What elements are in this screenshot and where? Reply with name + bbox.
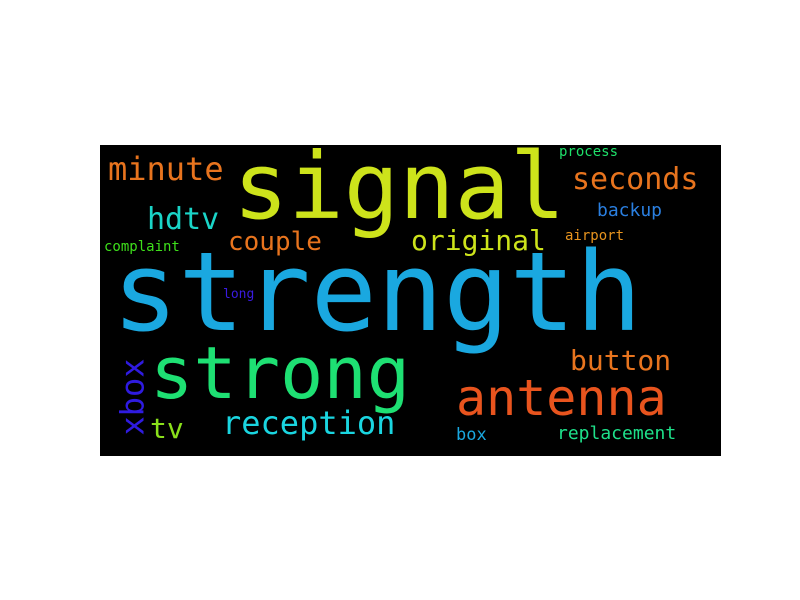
word-hdtv: hdtv — [147, 202, 220, 237]
word-complaint: complaint — [104, 239, 180, 255]
word-backup: backup — [597, 200, 663, 221]
word-seconds: seconds — [572, 162, 699, 197]
word-tv: tv — [150, 412, 184, 445]
word-cloud: strength signal strong antenna original … — [100, 145, 721, 456]
word-strength: strength — [112, 228, 642, 356]
word-antenna: antenna — [456, 369, 667, 427]
word-long: long — [223, 287, 255, 302]
word-signal: signal — [233, 145, 566, 240]
word-process: process — [559, 145, 619, 160]
word-original: original — [411, 224, 546, 257]
word-minute: minute — [108, 150, 224, 188]
word-box: box — [456, 425, 487, 445]
word-airport: airport — [565, 228, 625, 244]
word-replacement: replacement — [557, 423, 677, 444]
word-couple: couple — [228, 227, 322, 257]
word-strong: strong — [150, 331, 411, 415]
word-reception: reception — [222, 404, 396, 442]
word-xbox: xbox — [113, 358, 152, 436]
word-button: button — [570, 344, 672, 377]
